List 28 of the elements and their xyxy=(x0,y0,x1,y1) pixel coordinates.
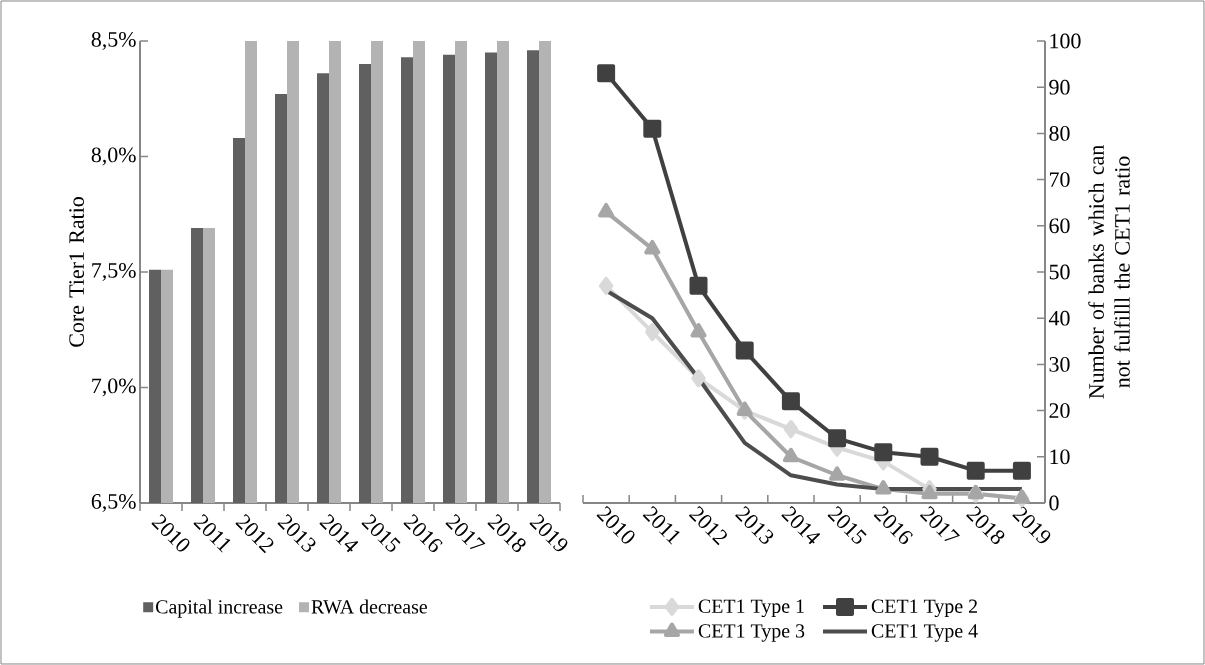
y-tick-label: 8,0% xyxy=(91,147,136,166)
y-tick-label: 7,5% xyxy=(92,263,136,281)
legend-label: CET1 Type 1 xyxy=(698,599,804,618)
x-tick-label: 2019 xyxy=(529,514,568,552)
y-tick-label: 90 xyxy=(1049,79,1070,95)
y-tick-label: 60 xyxy=(1049,218,1070,234)
legend-label: CET1 Type 3 xyxy=(698,624,805,642)
legend-label: Capital increase xyxy=(156,599,283,618)
y-tick-label: 8,5% xyxy=(91,32,136,50)
x-tick-label: 2019 xyxy=(1012,506,1051,544)
y-tick-label: 0 xyxy=(1049,495,1059,511)
legend-label: CET1 Type 2 xyxy=(871,599,977,618)
x-tick-label: 2017 xyxy=(445,514,486,549)
y-tick-label: 7,0% xyxy=(92,378,136,397)
y-axis-title: Number of banks which can not fulfilll the CET1 ratio xyxy=(1088,145,1130,399)
y-tick-label: 6,5% xyxy=(91,494,136,512)
x-tick-label: 2017 xyxy=(919,506,960,541)
y-tick-label: 70 xyxy=(1049,172,1070,187)
y-tick-label: 40 xyxy=(1048,310,1070,326)
legend-label: CET1 Type 4 xyxy=(871,624,978,642)
y-tick-label: 10 xyxy=(1050,449,1070,465)
y-tick-label: 80 xyxy=(1049,125,1070,141)
y-axis-title: Core Tier1 Ratio xyxy=(69,197,84,347)
y-tick-label: 20 xyxy=(1049,403,1070,418)
legend-label: RWA decrease xyxy=(311,599,428,614)
y-tick-label: 100 xyxy=(1050,33,1081,49)
y-tick-label: 30 xyxy=(1049,356,1070,372)
y-tick-label: 50 xyxy=(1049,264,1070,280)
